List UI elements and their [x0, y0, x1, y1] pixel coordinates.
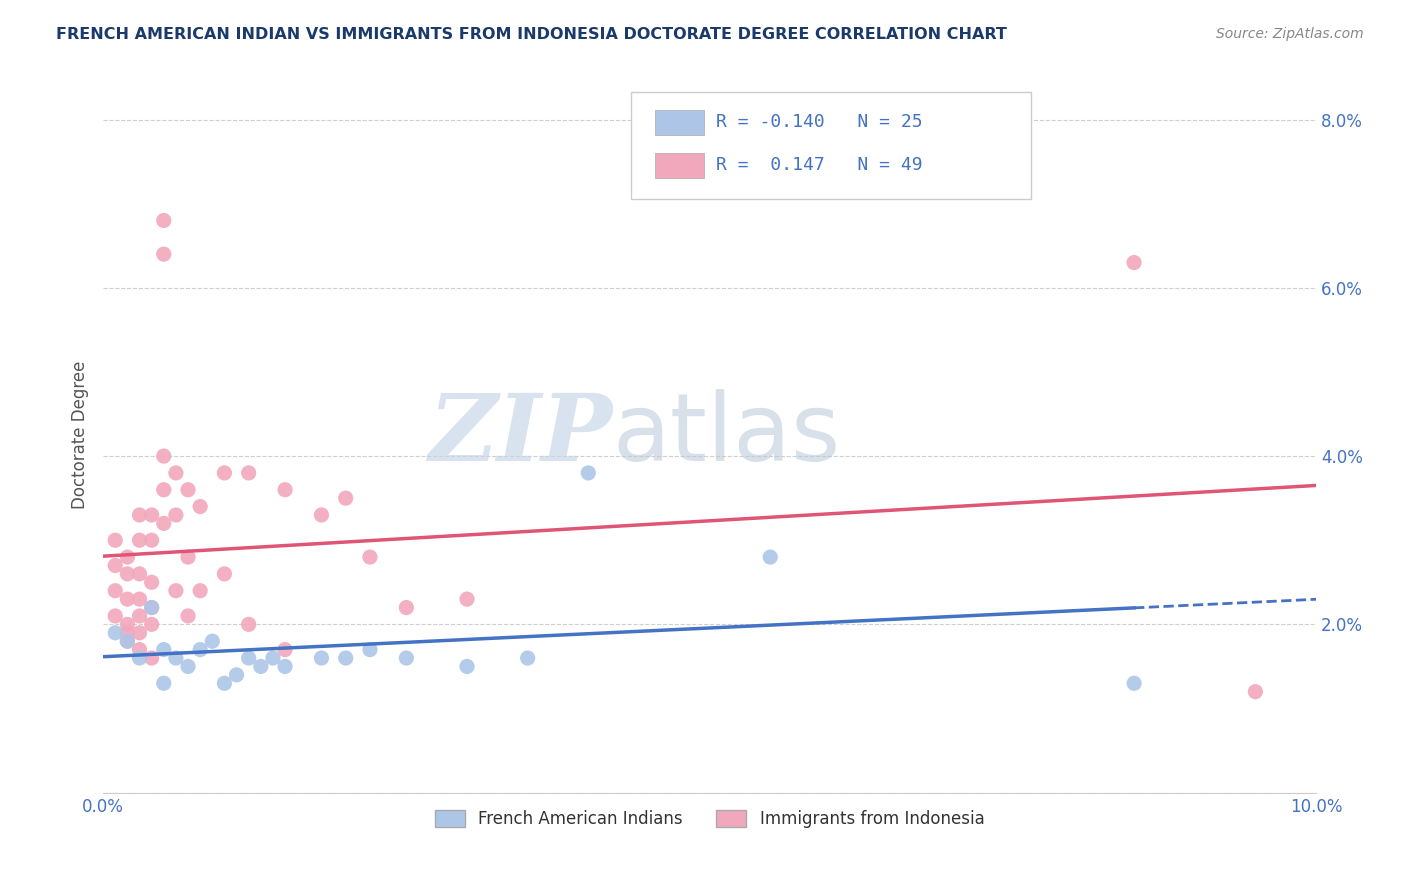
- Point: [152, 516, 174, 531]
- Point: [759, 550, 782, 565]
- Point: [576, 466, 599, 480]
- Point: [456, 659, 478, 673]
- Point: [128, 609, 150, 624]
- Point: [238, 466, 260, 480]
- Point: [104, 533, 127, 548]
- Point: [165, 583, 187, 598]
- Point: [152, 642, 174, 657]
- Point: [274, 659, 297, 673]
- Legend: French American Indians, Immigrants from Indonesia: French American Indians, Immigrants from…: [429, 803, 991, 834]
- Point: [141, 600, 163, 615]
- Point: [152, 483, 174, 497]
- Point: [104, 583, 127, 598]
- Bar: [655, 153, 703, 178]
- Point: [152, 449, 174, 463]
- Bar: [655, 110, 703, 135]
- Text: atlas: atlas: [613, 389, 841, 481]
- Point: [117, 617, 139, 632]
- Point: [165, 651, 187, 665]
- Point: [128, 508, 150, 522]
- Point: [335, 491, 357, 505]
- Point: [311, 508, 333, 522]
- Point: [128, 592, 150, 607]
- Point: [165, 466, 187, 480]
- Point: [141, 600, 163, 615]
- Point: [104, 558, 127, 573]
- Point: [128, 566, 150, 581]
- Point: [117, 634, 139, 648]
- Point: [141, 617, 163, 632]
- Point: [128, 651, 150, 665]
- Point: [117, 634, 139, 648]
- Point: [104, 609, 127, 624]
- Point: [311, 651, 333, 665]
- Point: [128, 625, 150, 640]
- Point: [177, 659, 200, 673]
- Point: [214, 466, 236, 480]
- Text: FRENCH AMERICAN INDIAN VS IMMIGRANTS FROM INDONESIA DOCTORATE DEGREE CORRELATION: FRENCH AMERICAN INDIAN VS IMMIGRANTS FRO…: [56, 27, 1007, 42]
- Point: [214, 566, 236, 581]
- Point: [152, 213, 174, 227]
- Text: Source: ZipAtlas.com: Source: ZipAtlas.com: [1216, 27, 1364, 41]
- Point: [177, 609, 200, 624]
- Point: [395, 651, 418, 665]
- Point: [141, 575, 163, 590]
- Point: [1123, 255, 1146, 269]
- Point: [141, 651, 163, 665]
- Point: [225, 668, 247, 682]
- Point: [249, 659, 271, 673]
- Point: [214, 676, 236, 690]
- Point: [359, 642, 381, 657]
- Point: [128, 642, 150, 657]
- Point: [395, 600, 418, 615]
- Point: [117, 592, 139, 607]
- Point: [141, 533, 163, 548]
- FancyBboxPatch shape: [631, 92, 1031, 199]
- Point: [165, 508, 187, 522]
- Point: [359, 550, 381, 565]
- Point: [238, 617, 260, 632]
- Point: [117, 550, 139, 565]
- Point: [1244, 684, 1267, 698]
- Point: [188, 583, 211, 598]
- Point: [141, 508, 163, 522]
- Point: [104, 625, 127, 640]
- Point: [335, 651, 357, 665]
- Text: R = -0.140   N = 25: R = -0.140 N = 25: [716, 113, 922, 131]
- Point: [177, 550, 200, 565]
- Point: [117, 566, 139, 581]
- Point: [274, 483, 297, 497]
- Point: [128, 533, 150, 548]
- Point: [152, 676, 174, 690]
- Point: [177, 483, 200, 497]
- Point: [201, 634, 224, 648]
- Point: [274, 642, 297, 657]
- Point: [117, 625, 139, 640]
- Point: [188, 642, 211, 657]
- Point: [188, 500, 211, 514]
- Point: [1123, 676, 1146, 690]
- Y-axis label: Doctorate Degree: Doctorate Degree: [72, 361, 89, 509]
- Text: ZIP: ZIP: [429, 390, 613, 480]
- Point: [456, 592, 478, 607]
- Point: [516, 651, 538, 665]
- Point: [152, 247, 174, 261]
- Text: R =  0.147   N = 49: R = 0.147 N = 49: [716, 156, 922, 175]
- Point: [238, 651, 260, 665]
- Point: [262, 651, 284, 665]
